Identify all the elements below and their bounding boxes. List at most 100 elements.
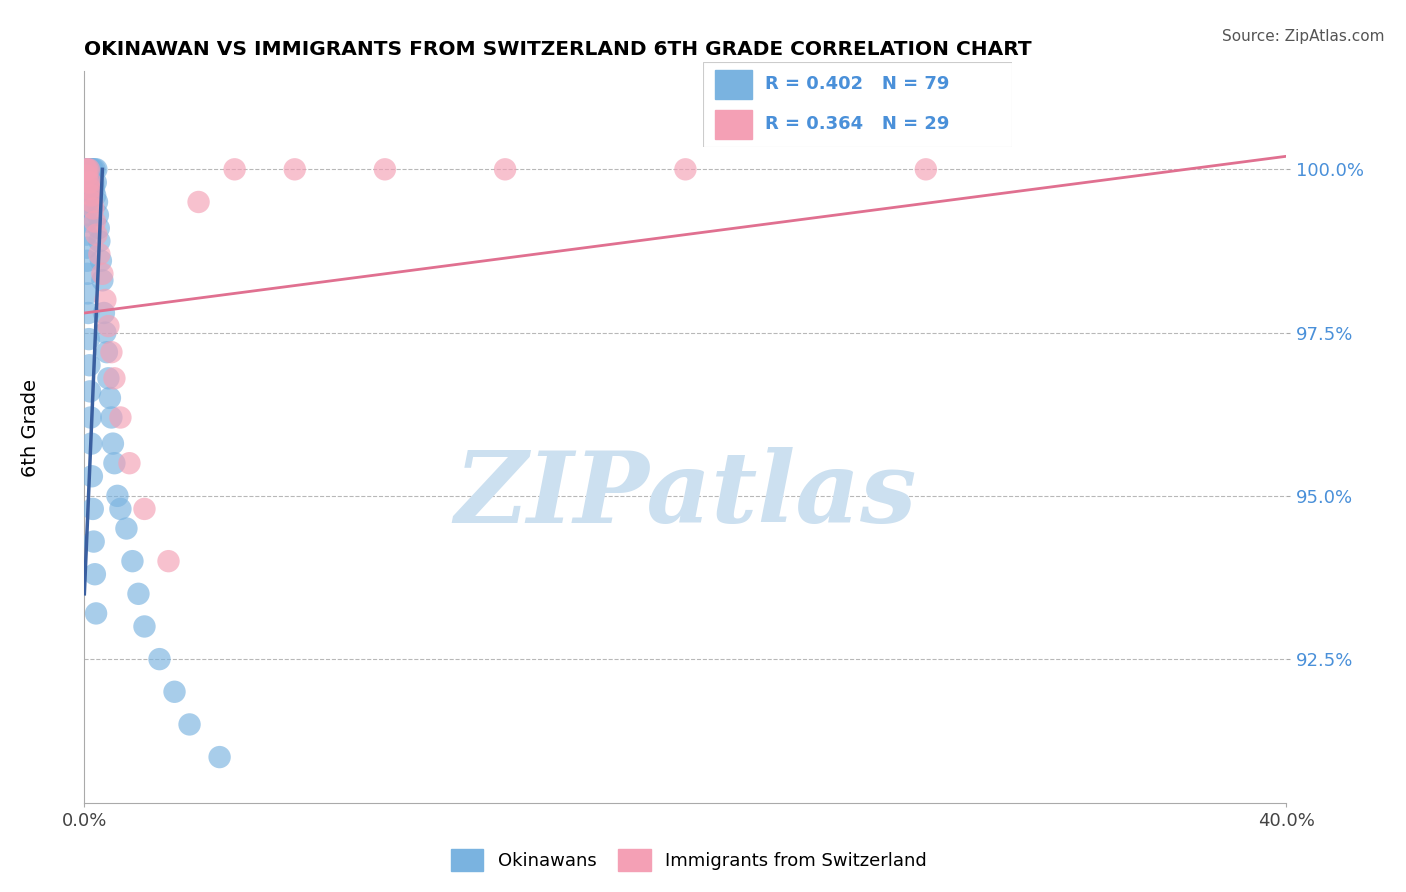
Point: [100, 410, 122, 425]
Point: [115, 522, 138, 536]
Point: [83, 162, 105, 177]
Point: [80, 436, 103, 450]
Point: [75, 162, 97, 177]
Point: [93, 306, 115, 320]
Point: [75, 169, 97, 183]
Point: [75, 194, 97, 209]
Point: [89, 234, 111, 248]
Point: [87, 208, 110, 222]
Point: [80, 469, 103, 483]
Point: [79, 358, 101, 372]
Point: [86, 194, 108, 209]
Point: [82, 202, 104, 216]
Point: [76, 253, 98, 268]
Point: [915, 162, 938, 177]
Point: [84, 607, 107, 621]
Point: [75, 227, 97, 242]
Point: [76, 162, 98, 177]
Point: [76, 182, 98, 196]
Point: [90, 253, 112, 268]
Legend: Okinawans, Immigrants from Switzerland: Okinawans, Immigrants from Switzerland: [444, 842, 934, 879]
Point: [84, 188, 107, 202]
Point: [75, 208, 97, 222]
Point: [75, 162, 97, 177]
Text: OKINAWAN VS IMMIGRANTS FROM SWITZERLAND 6TH GRADE CORRELATION CHART: OKINAWAN VS IMMIGRANTS FROM SWITZERLAND …: [84, 40, 1032, 59]
Point: [110, 410, 132, 425]
Text: Source: ZipAtlas.com: Source: ZipAtlas.com: [1222, 29, 1385, 44]
Point: [79, 384, 101, 399]
Point: [77, 162, 100, 177]
Point: [75, 175, 97, 189]
Point: [94, 326, 117, 340]
Point: [127, 587, 149, 601]
Point: [76, 286, 98, 301]
Point: [100, 345, 122, 359]
Point: [179, 717, 201, 731]
Point: [134, 619, 156, 633]
Point: [148, 652, 170, 666]
Point: [79, 175, 101, 189]
Point: [103, 456, 125, 470]
Point: [675, 162, 697, 177]
Point: [75, 169, 97, 183]
Point: [79, 162, 101, 177]
Point: [224, 162, 246, 177]
Text: R = 0.402   N = 79: R = 0.402 N = 79: [765, 76, 949, 94]
Point: [82, 162, 104, 177]
Point: [77, 169, 100, 183]
Point: [121, 554, 143, 568]
Point: [77, 169, 100, 183]
Point: [84, 175, 107, 189]
Point: [83, 182, 105, 196]
Point: [98, 391, 121, 405]
Point: [187, 194, 209, 209]
Point: [75, 169, 97, 183]
Point: [87, 221, 110, 235]
Point: [103, 371, 125, 385]
Point: [80, 169, 103, 183]
Point: [79, 182, 101, 196]
Point: [96, 345, 118, 359]
Point: [86, 162, 108, 177]
Point: [80, 162, 103, 177]
Point: [77, 162, 100, 177]
Point: [110, 502, 132, 516]
Point: [82, 169, 104, 183]
Text: R = 0.364   N = 29: R = 0.364 N = 29: [765, 115, 949, 133]
Point: [494, 162, 516, 177]
Point: [157, 554, 180, 568]
Point: [163, 685, 186, 699]
Point: [79, 175, 101, 189]
Point: [107, 489, 129, 503]
Point: [76, 175, 98, 189]
Bar: [716, 70, 752, 99]
Point: [80, 169, 103, 183]
Point: [374, 162, 396, 177]
Point: [77, 175, 100, 189]
Point: [91, 273, 114, 287]
Point: [101, 436, 124, 450]
Point: [75, 162, 97, 177]
Point: [76, 267, 98, 281]
Point: [94, 293, 117, 307]
Point: [97, 319, 120, 334]
Point: [118, 456, 141, 470]
Point: [80, 175, 103, 189]
Point: [77, 175, 100, 189]
Point: [75, 162, 97, 177]
FancyBboxPatch shape: [703, 62, 1012, 147]
Point: [76, 241, 98, 255]
Point: [77, 162, 100, 177]
Point: [77, 332, 100, 346]
Point: [76, 162, 98, 177]
Point: [76, 162, 98, 177]
Point: [77, 306, 100, 320]
Point: [76, 162, 98, 177]
Point: [80, 188, 103, 202]
Point: [82, 502, 104, 516]
Point: [89, 247, 111, 261]
Text: 6th Grade: 6th Grade: [21, 379, 41, 477]
Point: [79, 162, 101, 177]
Point: [134, 502, 156, 516]
Point: [284, 162, 307, 177]
